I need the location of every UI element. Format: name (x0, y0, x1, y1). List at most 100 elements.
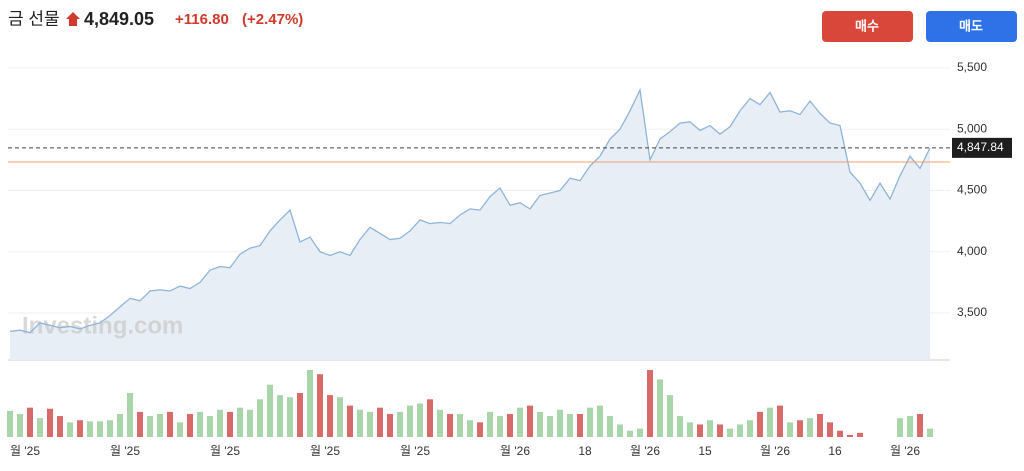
x-tick-label: 16 (828, 444, 842, 458)
volume-bar (567, 413, 573, 437)
x-tick-label: 월 '26 (630, 444, 660, 458)
volume-bar (767, 407, 773, 437)
volume-bar (317, 374, 323, 437)
volume-bar (857, 432, 863, 437)
price-tag-label: 4,847.84 (957, 140, 1004, 154)
volume-bar (427, 399, 433, 437)
y-tick-label: 5,500 (957, 60, 987, 74)
volume-bar (507, 413, 513, 437)
change-pct: (+2.47%) (242, 11, 303, 28)
x-tick-label: 월 '25 (310, 444, 340, 458)
volume-bar (537, 411, 543, 437)
sell-button-bg (926, 11, 1017, 42)
volume-bar (377, 407, 383, 437)
sell-label: 매도 (959, 18, 983, 33)
volume-bar (227, 411, 233, 437)
price-area (10, 89, 930, 361)
x-tick-label: 월 '25 (400, 444, 430, 458)
volume-bar (797, 420, 803, 437)
volume-bar (587, 407, 593, 437)
volume-bar (197, 411, 203, 437)
y-tick-label: 5,000 (957, 121, 987, 135)
volume-bar (187, 413, 193, 437)
volume-bar (737, 424, 743, 437)
x-tick-label: 15 (698, 444, 712, 458)
volume-bar (697, 424, 703, 437)
volume-bar (27, 407, 33, 437)
volume-bar (687, 422, 693, 437)
volume-bar (107, 420, 113, 437)
volume-bar (677, 416, 683, 437)
sell-button[interactable]: 매도 (926, 11, 1017, 42)
x-tick-label: 월 '26 (890, 444, 920, 458)
volume-bar (267, 384, 273, 437)
x-tick-label: 월 '25 (210, 444, 240, 458)
volume-bar (657, 379, 663, 437)
volume-bar (367, 411, 373, 437)
volume-bar (337, 397, 343, 437)
volume-bar (117, 413, 123, 437)
volume-bar (7, 410, 13, 437)
volume-bar (87, 421, 93, 437)
volume-bar (907, 416, 913, 437)
buy-button-bg (822, 11, 913, 42)
volume-bar (387, 413, 393, 437)
x-tick-label: 월 '26 (760, 444, 790, 458)
volume-bar (147, 416, 153, 437)
volume-bar (707, 420, 713, 437)
volume-bar (97, 421, 103, 437)
change: +116.80 (175, 11, 229, 28)
volume-bar (547, 416, 553, 437)
x-tick-label: 월 '25 (10, 444, 40, 458)
buy-button[interactable]: 매수 (822, 11, 913, 42)
volume-bar (167, 411, 173, 437)
volume-bar (717, 424, 723, 437)
volume-bar (297, 393, 303, 437)
volume-bar (177, 422, 183, 437)
volume-bar (307, 370, 313, 437)
volume-bar (157, 413, 163, 437)
volume-bar (207, 416, 213, 437)
volume-bar (927, 428, 933, 437)
volume-bar (287, 397, 293, 437)
volume-bar (917, 413, 923, 437)
volume-bar (327, 395, 333, 437)
volume-bar (777, 405, 783, 437)
volume-bar (497, 416, 503, 437)
volume-bar (57, 416, 63, 437)
volume-bar (837, 430, 843, 437)
volume-bar (487, 411, 493, 437)
volume-bar (257, 399, 263, 437)
volume-bar (397, 411, 403, 437)
volume-bar (597, 405, 603, 437)
volume-bar (727, 428, 733, 437)
volume-bar (217, 409, 223, 437)
volume-bar (247, 409, 253, 437)
volume-bar (527, 405, 533, 437)
up-arrow (66, 12, 80, 26)
watermark: Investing.com (22, 312, 183, 339)
volume-bar (127, 393, 133, 437)
x-tick-label: 월 '25 (110, 444, 140, 458)
volume-bar (137, 411, 143, 437)
volume-bar (347, 405, 353, 437)
volume-bar (407, 405, 413, 437)
x-tick-label: 18 (578, 444, 592, 458)
volume-bar (897, 418, 903, 437)
volume-bar (67, 422, 73, 437)
price-tag (952, 137, 1012, 158)
volume-bar (847, 434, 853, 437)
volume-bar (557, 409, 563, 437)
volume-bar (627, 430, 633, 437)
volume-bar (237, 407, 243, 437)
volume-bar (577, 413, 583, 437)
volume-bar (17, 413, 23, 437)
volume-bar (37, 418, 43, 437)
instrument-name: 금 선물 (8, 9, 60, 28)
volume-bar (437, 409, 443, 437)
volume-bar (277, 395, 283, 437)
volume-bar (617, 424, 623, 437)
volume-bar (787, 422, 793, 437)
volume-bar (607, 416, 613, 437)
